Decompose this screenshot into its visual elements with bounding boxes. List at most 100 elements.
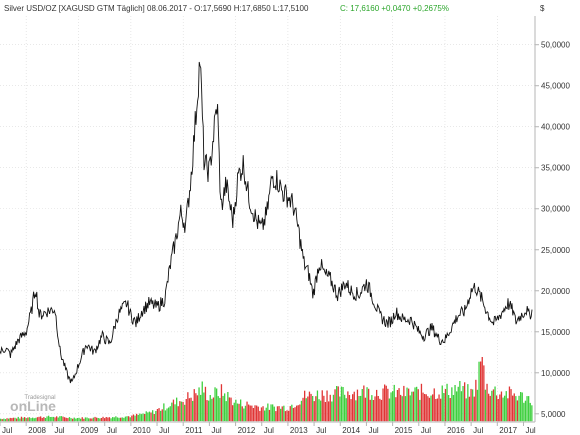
volume-bar: [96, 417, 98, 422]
volume-bar: [152, 410, 154, 422]
volume-bar: [22, 417, 24, 422]
y-tick-label: 10,0000: [541, 369, 570, 378]
volume-bar: [470, 388, 472, 422]
volume-bar: [366, 387, 368, 422]
volume-bar: [310, 393, 312, 422]
volume-bar: [345, 398, 347, 422]
volume-bar: [198, 387, 200, 422]
y-tick-label: 25,0000: [541, 246, 570, 255]
volume-bar: [200, 394, 202, 422]
x-tick-label: 2010: [133, 426, 151, 435]
volume-bar: [171, 402, 173, 422]
volume-bar: [246, 401, 248, 422]
volume-bar: [97, 418, 99, 422]
volume-bar: [35, 417, 37, 422]
volume-bar: [286, 410, 288, 422]
volume-bar: [276, 406, 279, 422]
volume-bar: [430, 395, 432, 422]
volume-bar: [20, 416, 23, 422]
x-tick-label: 2016: [447, 426, 465, 435]
volume-bar: [24, 417, 26, 422]
volume-bar: [32, 417, 34, 422]
volume-bar: [267, 403, 269, 422]
volume-bar: [451, 387, 453, 422]
volume-bar: [99, 418, 101, 422]
y-tick-label: 5,0000: [541, 410, 566, 419]
volume-bar: [401, 396, 403, 422]
volume-bar: [192, 400, 194, 422]
volume-bar: [43, 417, 45, 422]
volume-bar: [131, 415, 133, 422]
volume-bar: [440, 398, 442, 422]
volume-bar: [278, 406, 280, 422]
volume-bar: [52, 416, 55, 422]
volume-bar: [209, 395, 211, 422]
volume-bar: [443, 393, 445, 422]
volume-bar: [134, 415, 136, 422]
volume-bar: [19, 418, 21, 422]
volume-bar: [76, 418, 79, 422]
volume-bar: [241, 406, 243, 422]
volume-bar: [193, 389, 195, 422]
volume-bar: [56, 416, 58, 422]
volume-bar: [457, 386, 459, 422]
volume-bar: [44, 418, 47, 422]
volume-bar: [216, 388, 218, 422]
volume-bar: [363, 385, 365, 422]
volume-bar: [92, 417, 95, 422]
y-tick-label: 45,0000: [541, 82, 570, 91]
volume-bar: [254, 405, 256, 422]
volume-bar: [201, 381, 203, 422]
volume-bar: [462, 386, 464, 422]
y-tick-label: 35,0000: [541, 164, 570, 173]
volume-bar: [353, 391, 355, 422]
volume-bar: [244, 405, 247, 422]
volume-bar: [281, 406, 283, 422]
volume-bar: [304, 390, 306, 422]
volume-bar: [438, 394, 440, 422]
volume-bar: [257, 406, 259, 422]
volume-bar: [80, 418, 82, 422]
volume-bar: [260, 407, 263, 422]
volume-bar: [321, 390, 323, 422]
volume-bar: [422, 392, 424, 422]
y-tick-label: 20,0000: [541, 287, 570, 296]
volume-bar: [508, 386, 511, 422]
volume-bar: [515, 396, 517, 422]
volume-bar: [177, 406, 179, 422]
volume-bar: [75, 418, 77, 422]
volume-bar: [161, 409, 163, 422]
volume-bar: [361, 389, 363, 422]
volume-bar: [358, 396, 360, 422]
volume-bar: [464, 382, 466, 422]
volume-bar: [480, 361, 482, 422]
volume-bar: [233, 402, 235, 422]
volume-bar: [427, 396, 429, 422]
volume-bar: [30, 418, 32, 422]
volume-bar: [176, 397, 178, 422]
volume-bar: [86, 417, 88, 422]
volume-bar: [395, 397, 397, 422]
volume-bar: [251, 405, 253, 422]
volume-bar: [17, 416, 19, 422]
volume-bar: [307, 396, 309, 422]
header-instrument: Silver USD/OZ [XAGUSD GTM Täglich] 08.06…: [4, 4, 309, 13]
volume-bar: [523, 402, 525, 422]
y-axis-currency: $: [540, 4, 545, 13]
volume-bar: [196, 395, 199, 422]
volume-bar: [248, 404, 250, 422]
x-tick-label: 2011: [185, 426, 203, 435]
volume-bar: [459, 381, 461, 422]
volume-bar: [499, 394, 501, 422]
volume-bar: [324, 402, 327, 422]
volume-bar: [460, 391, 463, 422]
volume-bar: [275, 411, 277, 422]
volume-bar: [270, 404, 272, 422]
volume-bar: [393, 384, 395, 422]
volume-bar: [169, 406, 171, 422]
volume-bar: [483, 365, 485, 422]
volume-bar: [328, 401, 330, 422]
volume-bar: [504, 395, 506, 422]
volume-bar: [224, 393, 226, 422]
